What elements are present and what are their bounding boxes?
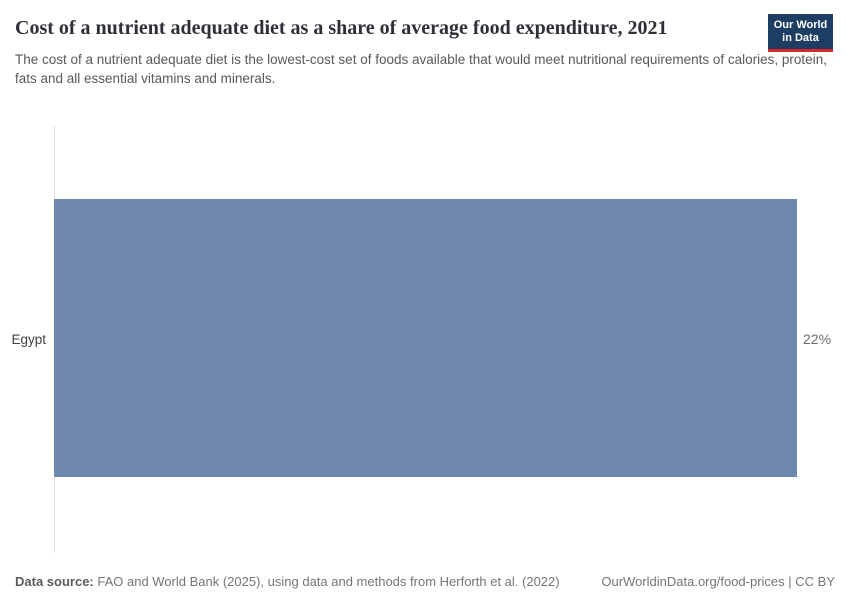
footer-link[interactable]: OurWorldinData.org/food-prices | CC BY: [601, 574, 835, 589]
chart-footer: Data source: FAO and World Bank (2025), …: [15, 574, 835, 589]
owid-logo[interactable]: Our World in Data: [768, 14, 833, 52]
chart-header: Cost of a nutrient adequate diet as a sh…: [0, 0, 850, 88]
data-source-value: FAO and World Bank (2025), using data an…: [93, 574, 560, 589]
owid-logo-line2: in Data: [782, 32, 819, 44]
data-source-line: Data source: FAO and World Bank (2025), …: [15, 574, 560, 589]
data-source-label: Data source:: [15, 574, 94, 589]
owid-logo-line1: Our World: [773, 19, 828, 31]
bar-egypt[interactable]: [54, 199, 797, 477]
bar-value-label: 22%: [803, 331, 832, 347]
chart-title: Cost of a nutrient adequate diet as a sh…: [15, 17, 668, 39]
bar-entity-label: Egypt: [11, 332, 46, 347]
chart-subtitle: The cost of a nutrient adequate diet is …: [15, 52, 827, 86]
